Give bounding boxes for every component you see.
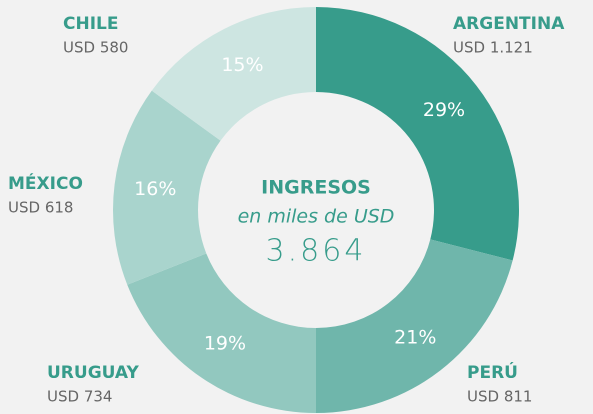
amount-label: USD 1.121 (453, 39, 533, 57)
slice-label: 15% (221, 54, 263, 76)
amount-label: USD 580 (63, 39, 128, 57)
slice-label: 21% (394, 327, 436, 349)
center-subtitle: en miles de USD (238, 206, 395, 228)
amount-label: USD 618 (8, 199, 73, 217)
slice-label: 19% (204, 332, 246, 354)
center-title: INGRESOS (261, 177, 371, 199)
donut-slice (127, 253, 316, 413)
category-label: URUGUAY (47, 363, 139, 383)
category-label: CHILE (63, 14, 118, 34)
donut-slice (316, 239, 513, 413)
amount-label: USD 734 (47, 388, 112, 406)
slice-label: 29% (423, 99, 465, 121)
donut-slice (316, 7, 519, 261)
slice-label: 16% (134, 178, 176, 200)
amount-label: USD 811 (467, 388, 532, 406)
category-label: ARGENTINA (453, 14, 565, 34)
category-label: PERÚ (467, 361, 518, 383)
donut-slice (112, 90, 221, 285)
category-label: MÉXICO (8, 172, 83, 194)
center-total: 3.864 (266, 234, 367, 269)
donut-slice (151, 7, 316, 141)
